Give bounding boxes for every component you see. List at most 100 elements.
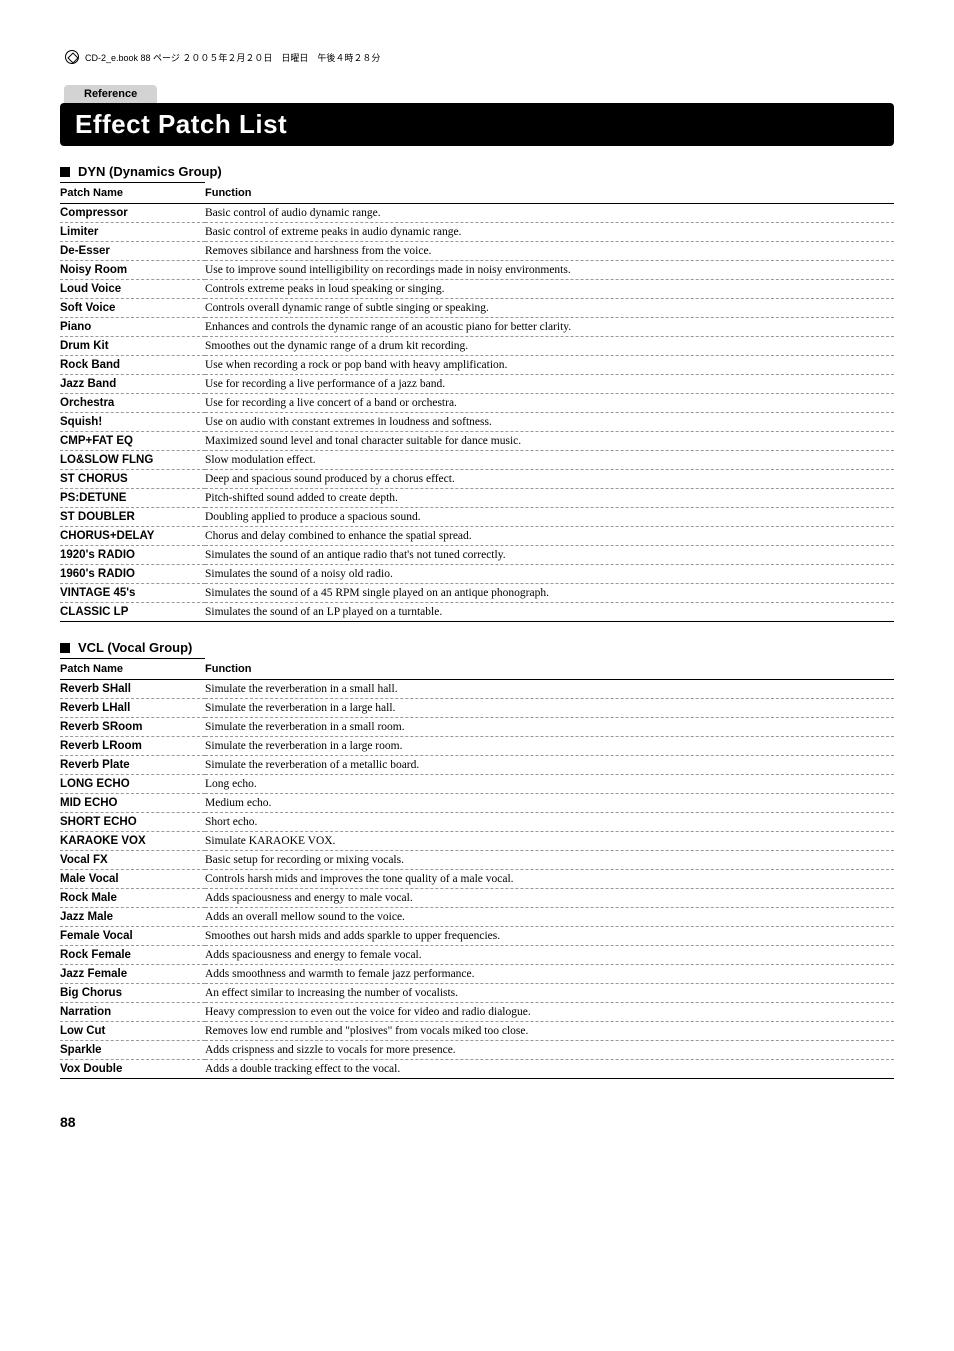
patch-function: Basic control of audio dynamic range. <box>205 204 894 223</box>
table-row: Jazz MaleAdds an overall mellow sound to… <box>60 908 894 927</box>
patch-function: Heavy compression to even out the voice … <box>205 1003 894 1022</box>
column-header-name: Patch Name <box>60 659 205 680</box>
patch-name: Male Vocal <box>60 870 205 889</box>
patch-name: Big Chorus <box>60 984 205 1003</box>
patch-function: Simulates the sound of an antique radio … <box>205 546 894 565</box>
patch-function: Controls harsh mids and improves the ton… <box>205 870 894 889</box>
group-title: VCL (Vocal Group) <box>78 640 192 655</box>
patch-function: Simulate the reverberation in a large ha… <box>205 699 894 718</box>
patch-name: Rock Female <box>60 946 205 965</box>
table-row: SHORT ECHOShort echo. <box>60 813 894 832</box>
table-row: Loud VoiceControls extreme peaks in loud… <box>60 280 894 299</box>
patch-name: Reverb LRoom <box>60 737 205 756</box>
patch-function: Basic control of extreme peaks in audio … <box>205 223 894 242</box>
patch-name: SHORT ECHO <box>60 813 205 832</box>
patch-name: Rock Male <box>60 889 205 908</box>
patch-name: ST CHORUS <box>60 470 205 489</box>
group-header: DYN (Dynamics Group) <box>60 164 894 179</box>
table-row: Reverb LHallSimulate the reverberation i… <box>60 699 894 718</box>
patch-function: Removes sibilance and harshness from the… <box>205 242 894 261</box>
table-row: Noisy RoomUse to improve sound intelligi… <box>60 261 894 280</box>
table-row: Jazz FemaleAdds smoothness and warmth to… <box>60 965 894 984</box>
column-header-name: Patch Name <box>60 183 205 204</box>
patch-function: Use for recording a live performance of … <box>205 375 894 394</box>
table-row: ST DOUBLERDoubling applied to produce a … <box>60 508 894 527</box>
patch-name: Jazz Female <box>60 965 205 984</box>
document-meta: CD-2_e.book 88 ページ ２００５年２月２０日 日曜日 午後４時２８… <box>65 50 894 64</box>
patch-name: MID ECHO <box>60 794 205 813</box>
table-row: Reverb SHallSimulate the reverberation i… <box>60 680 894 699</box>
patch-name: ST DOUBLER <box>60 508 205 527</box>
table-row: LO&SLOW FLNGSlow modulation effect. <box>60 451 894 470</box>
group-title: DYN (Dynamics Group) <box>78 164 222 179</box>
table-row: CompressorBasic control of audio dynamic… <box>60 204 894 223</box>
patch-name: Soft Voice <box>60 299 205 318</box>
patch-name: Loud Voice <box>60 280 205 299</box>
table-row: PS:DETUNEPitch-shifted sound added to cr… <box>60 489 894 508</box>
table-row: Big ChorusAn effect similar to increasin… <box>60 984 894 1003</box>
patch-function: Adds an overall mellow sound to the voic… <box>205 908 894 927</box>
patch-function: Adds crispness and sizzle to vocals for … <box>205 1041 894 1060</box>
table-row: CLASSIC LPSimulates the sound of an LP p… <box>60 603 894 622</box>
patch-table: Patch NameFunctionReverb SHallSimulate t… <box>60 658 894 1079</box>
patch-function: Smoothes out the dynamic range of a drum… <box>205 337 894 356</box>
patch-name: Rock Band <box>60 356 205 375</box>
patch-function: Use when recording a rock or pop band wi… <box>205 356 894 375</box>
patch-name: Noisy Room <box>60 261 205 280</box>
meta-text: CD-2_e.book 88 ページ ２００５年２月２０日 日曜日 午後４時２８… <box>85 51 380 64</box>
table-row: Male VocalControls harsh mids and improv… <box>60 870 894 889</box>
patch-name: LONG ECHO <box>60 775 205 794</box>
patch-function: Slow modulation effect. <box>205 451 894 470</box>
patch-table: Patch NameFunctionCompressorBasic contro… <box>60 182 894 622</box>
patch-name: Reverb SRoom <box>60 718 205 737</box>
patch-function: Chorus and delay combined to enhance the… <box>205 527 894 546</box>
patch-function: Adds spaciousness and energy to female v… <box>205 946 894 965</box>
table-row: Rock MaleAdds spaciousness and energy to… <box>60 889 894 908</box>
patch-function: Simulate the reverberation of a metallic… <box>205 756 894 775</box>
table-row: Vox DoubleAdds a double tracking effect … <box>60 1060 894 1079</box>
patch-function: Simulates the sound of a noisy old radio… <box>205 565 894 584</box>
patch-name: Limiter <box>60 223 205 242</box>
patch-name: Jazz Band <box>60 375 205 394</box>
table-row: LONG ECHOLong echo. <box>60 775 894 794</box>
page-title: Effect Patch List <box>60 103 894 146</box>
table-row: PianoEnhances and controls the dynamic r… <box>60 318 894 337</box>
patch-function: Simulates the sound of a 45 RPM single p… <box>205 584 894 603</box>
patch-function: Smoothes out harsh mids and adds sparkle… <box>205 927 894 946</box>
patch-name: Reverb SHall <box>60 680 205 699</box>
patch-function: Removes low end rumble and "plosives" fr… <box>205 1022 894 1041</box>
patch-function: Controls overall dynamic range of subtle… <box>205 299 894 318</box>
table-row: Female VocalSmoothes out harsh mids and … <box>60 927 894 946</box>
patch-function: Pitch-shifted sound added to create dept… <box>205 489 894 508</box>
table-row: LimiterBasic control of extreme peaks in… <box>60 223 894 242</box>
patch-name: LO&SLOW FLNG <box>60 451 205 470</box>
meta-icon <box>65 50 79 64</box>
patch-function: Doubling applied to produce a spacious s… <box>205 508 894 527</box>
table-row: NarrationHeavy compression to even out t… <box>60 1003 894 1022</box>
table-row: Rock FemaleAdds spaciousness and energy … <box>60 946 894 965</box>
table-row: MID ECHOMedium echo. <box>60 794 894 813</box>
patch-function: Enhances and controls the dynamic range … <box>205 318 894 337</box>
reference-label: Reference <box>64 85 157 103</box>
page-number: 88 <box>60 1114 894 1130</box>
patch-name: CHORUS+DELAY <box>60 527 205 546</box>
table-row: VINTAGE 45'sSimulates the sound of a 45 … <box>60 584 894 603</box>
patch-function: Medium echo. <box>205 794 894 813</box>
patch-name: Vox Double <box>60 1060 205 1079</box>
patch-name: De-Esser <box>60 242 205 261</box>
table-row: Squish!Use on audio with constant extrem… <box>60 413 894 432</box>
patch-name: Piano <box>60 318 205 337</box>
table-row: Reverb SRoomSimulate the reverberation i… <box>60 718 894 737</box>
table-row: Jazz BandUse for recording a live perfor… <box>60 375 894 394</box>
column-header-function: Function <box>205 659 894 680</box>
patch-function: Adds a double tracking effect to the voc… <box>205 1060 894 1079</box>
patch-function: Adds smoothness and warmth to female jaz… <box>205 965 894 984</box>
table-row: Drum KitSmoothes out the dynamic range o… <box>60 337 894 356</box>
patch-name: Sparkle <box>60 1041 205 1060</box>
patch-function: Simulate KARAOKE VOX. <box>205 832 894 851</box>
table-row: Vocal FXBasic setup for recording or mix… <box>60 851 894 870</box>
table-row: CHORUS+DELAYChorus and delay combined to… <box>60 527 894 546</box>
patch-name: Drum Kit <box>60 337 205 356</box>
patch-function: An effect similar to increasing the numb… <box>205 984 894 1003</box>
table-row: Rock BandUse when recording a rock or po… <box>60 356 894 375</box>
